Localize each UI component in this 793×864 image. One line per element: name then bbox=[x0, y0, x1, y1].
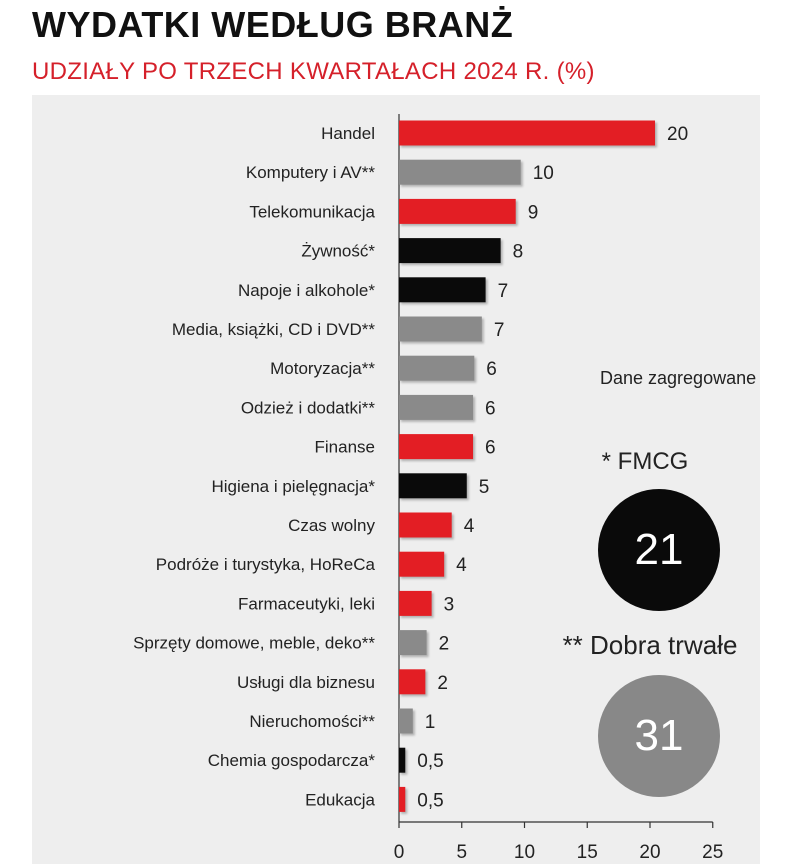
category-label: Czas wolny bbox=[288, 516, 375, 535]
bar-9 bbox=[399, 473, 467, 499]
bar-10 bbox=[399, 512, 452, 538]
value-label: 1 bbox=[425, 712, 436, 733]
durable-goods-total-value: 31 bbox=[634, 711, 684, 760]
value-label: 3 bbox=[444, 594, 455, 615]
bar-12 bbox=[399, 590, 432, 616]
value-label: 7 bbox=[494, 320, 505, 341]
category-label: Farmaceutyki, leki bbox=[238, 594, 375, 613]
value-label: 6 bbox=[486, 359, 497, 380]
fmcg-legend-label: * FMCG bbox=[601, 448, 689, 475]
category-label: Higiena i pielęgnacja* bbox=[211, 477, 375, 496]
value-label: 4 bbox=[456, 555, 467, 576]
category-label: Chemia gospodarcza* bbox=[208, 751, 376, 770]
bar-13 bbox=[399, 630, 427, 656]
chart-title: WYDATKI WEDŁUG BRANŻ bbox=[32, 4, 514, 45]
category-label: Sprzęty domowe, meble, deko** bbox=[133, 634, 375, 653]
durable-goods-total-circle: 31 bbox=[598, 675, 720, 797]
category-label: Komputery i AV** bbox=[246, 163, 376, 182]
chart-subtitle: UDZIAŁY PO TRZECH KWARTAŁACH 2024 R. (%) bbox=[32, 58, 595, 85]
category-label: Żywność* bbox=[301, 242, 375, 261]
value-label: 2 bbox=[439, 634, 450, 655]
bar-14 bbox=[399, 669, 426, 695]
value-label: 6 bbox=[485, 438, 496, 459]
value-label: 10 bbox=[533, 163, 554, 184]
fmcg-total-circle: 21 bbox=[598, 489, 720, 611]
category-label: Usługi dla biznesu bbox=[237, 673, 375, 692]
bar-1 bbox=[399, 159, 521, 185]
x-tick-label: 0 bbox=[394, 842, 405, 863]
bar-17 bbox=[399, 786, 406, 812]
value-label: 6 bbox=[485, 398, 496, 419]
x-tick-label: 5 bbox=[456, 842, 467, 863]
fmcg-total-value: 21 bbox=[634, 525, 684, 574]
bar-7 bbox=[399, 394, 474, 420]
aggregated-data-note: Dane zagregowane bbox=[600, 368, 757, 388]
x-tick-label: 20 bbox=[639, 842, 660, 863]
value-label: 5 bbox=[479, 477, 490, 498]
category-label: Telekomunikacja bbox=[249, 202, 375, 221]
bar-15 bbox=[399, 708, 413, 734]
value-label: 2 bbox=[437, 673, 448, 694]
value-label: 0,5 bbox=[417, 790, 443, 811]
bar-8 bbox=[399, 434, 474, 460]
category-label: Media, książki, CD i DVD** bbox=[172, 320, 375, 339]
bar-6 bbox=[399, 355, 475, 381]
category-label: Nieruchomości** bbox=[249, 712, 375, 731]
bar-11 bbox=[399, 551, 445, 577]
value-label: 4 bbox=[464, 516, 475, 537]
x-tick-label: 10 bbox=[514, 842, 535, 863]
category-label: Napoje i alkohole* bbox=[238, 281, 375, 300]
value-label: 7 bbox=[498, 281, 509, 302]
value-label: 8 bbox=[513, 242, 524, 263]
value-label: 20 bbox=[667, 124, 688, 145]
bar-3 bbox=[399, 238, 501, 264]
bar-4 bbox=[399, 277, 486, 303]
bar-2 bbox=[399, 198, 516, 224]
value-label: 9 bbox=[528, 202, 539, 223]
category-label: Podróże i turystyka, HoReCa bbox=[156, 555, 376, 574]
category-label: Odzież i dodatki** bbox=[241, 398, 376, 417]
durable-goods-legend-label: ** Dobra trwałe bbox=[562, 630, 738, 660]
value-label: 0,5 bbox=[417, 751, 443, 772]
x-tick-label: 15 bbox=[577, 842, 598, 863]
x-tick-label: 25 bbox=[702, 842, 723, 863]
category-label: Motoryzacja** bbox=[270, 359, 375, 378]
category-label: Edukacja bbox=[305, 790, 375, 809]
bar-0 bbox=[399, 120, 656, 146]
category-label: Handel bbox=[321, 124, 375, 143]
bar-5 bbox=[399, 316, 482, 342]
bar-16 bbox=[399, 747, 406, 773]
category-label: Finanse bbox=[315, 438, 375, 457]
